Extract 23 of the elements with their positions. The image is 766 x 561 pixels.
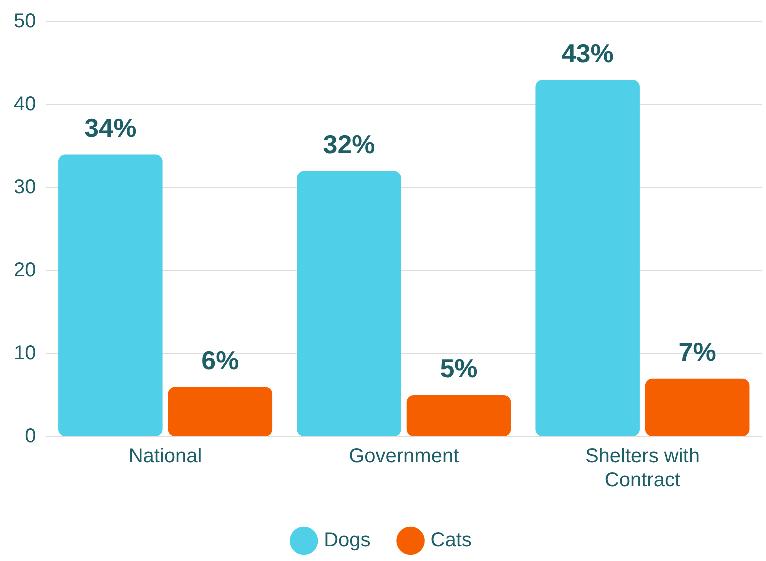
legend-label: Dogs	[324, 530, 371, 552]
bar	[297, 171, 402, 436]
y-tick-label: 30	[14, 176, 36, 199]
y-tick-label: 10	[14, 342, 36, 365]
y-tick-label: 50	[14, 10, 36, 33]
x-tick-label: Government	[349, 446, 460, 468]
y-tick-label: 20	[14, 260, 36, 282]
data-label: 6%	[202, 345, 240, 376]
bar	[645, 378, 750, 436]
data-label: 34%	[84, 112, 137, 143]
bar	[168, 387, 273, 436]
data-label: 43%	[562, 38, 614, 68]
bar	[406, 396, 512, 436]
x-tick-label: Shelters with Contract	[585, 446, 700, 492]
data-label: 7%	[678, 337, 716, 368]
bar	[58, 154, 163, 436]
y-tick-label: 0	[25, 426, 36, 448]
bar	[536, 80, 640, 436]
data-label: 32%	[323, 130, 376, 160]
legend-label: Cats	[430, 530, 472, 552]
x-tick-label: National	[128, 446, 202, 468]
y-tick-label: 40	[14, 94, 36, 116]
data-label: 5%	[440, 354, 478, 384]
